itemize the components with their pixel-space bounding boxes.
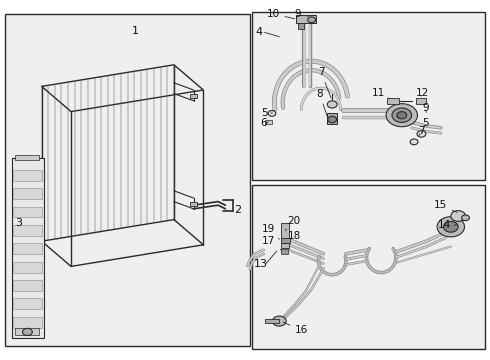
Bar: [387, 98, 399, 104]
Bar: [13, 262, 42, 273]
Bar: [13, 317, 42, 328]
Text: 4: 4: [256, 27, 263, 37]
Circle shape: [417, 131, 426, 137]
Text: 19: 19: [262, 224, 279, 239]
Circle shape: [437, 217, 465, 237]
Text: 9: 9: [294, 9, 308, 19]
Bar: [13, 280, 42, 291]
Circle shape: [392, 108, 412, 122]
Text: 17: 17: [262, 236, 281, 250]
Circle shape: [410, 139, 418, 145]
Bar: [296, 15, 316, 23]
Text: 6: 6: [260, 118, 269, 128]
Bar: [327, 113, 337, 124]
Text: 5: 5: [422, 118, 429, 131]
Bar: [265, 120, 272, 124]
Bar: [15, 155, 39, 160]
Text: 1: 1: [132, 26, 139, 36]
Text: 8: 8: [316, 89, 327, 117]
Bar: [298, 23, 304, 29]
Bar: [13, 188, 42, 199]
Circle shape: [272, 316, 286, 326]
Bar: [190, 202, 197, 206]
Text: 3: 3: [16, 218, 23, 228]
Circle shape: [327, 101, 337, 108]
Text: 14: 14: [438, 220, 457, 230]
Text: 16: 16: [283, 322, 309, 336]
Circle shape: [308, 17, 316, 23]
Bar: [281, 238, 290, 243]
Bar: [281, 243, 289, 248]
Text: 15: 15: [433, 200, 457, 212]
Text: 20: 20: [285, 216, 300, 230]
Circle shape: [443, 221, 458, 232]
Bar: [416, 98, 426, 104]
Bar: [5, 14, 250, 346]
Text: 11: 11: [372, 88, 390, 99]
Bar: [12, 158, 44, 338]
Text: 10: 10: [267, 9, 294, 19]
Text: 5: 5: [261, 108, 272, 118]
Bar: [15, 328, 39, 335]
Bar: [281, 223, 289, 238]
Text: 18: 18: [285, 231, 301, 244]
Text: 2: 2: [234, 204, 242, 215]
Bar: [13, 225, 42, 236]
Text: 7: 7: [418, 126, 425, 136]
Bar: [281, 249, 288, 254]
Circle shape: [462, 215, 469, 221]
Bar: [13, 243, 42, 254]
Circle shape: [386, 104, 417, 127]
Bar: [13, 170, 42, 181]
Text: 13: 13: [254, 258, 268, 269]
Circle shape: [23, 328, 32, 336]
Text: 7: 7: [318, 67, 331, 98]
Bar: [13, 298, 42, 309]
Bar: [252, 12, 485, 180]
Bar: [265, 319, 279, 323]
Bar: [190, 94, 197, 98]
Circle shape: [397, 112, 407, 119]
Bar: [13, 207, 42, 217]
Text: 9: 9: [422, 103, 429, 113]
Bar: [252, 185, 485, 349]
Circle shape: [328, 116, 337, 123]
Text: 12: 12: [416, 88, 429, 98]
Circle shape: [268, 111, 276, 116]
Circle shape: [451, 211, 465, 221]
